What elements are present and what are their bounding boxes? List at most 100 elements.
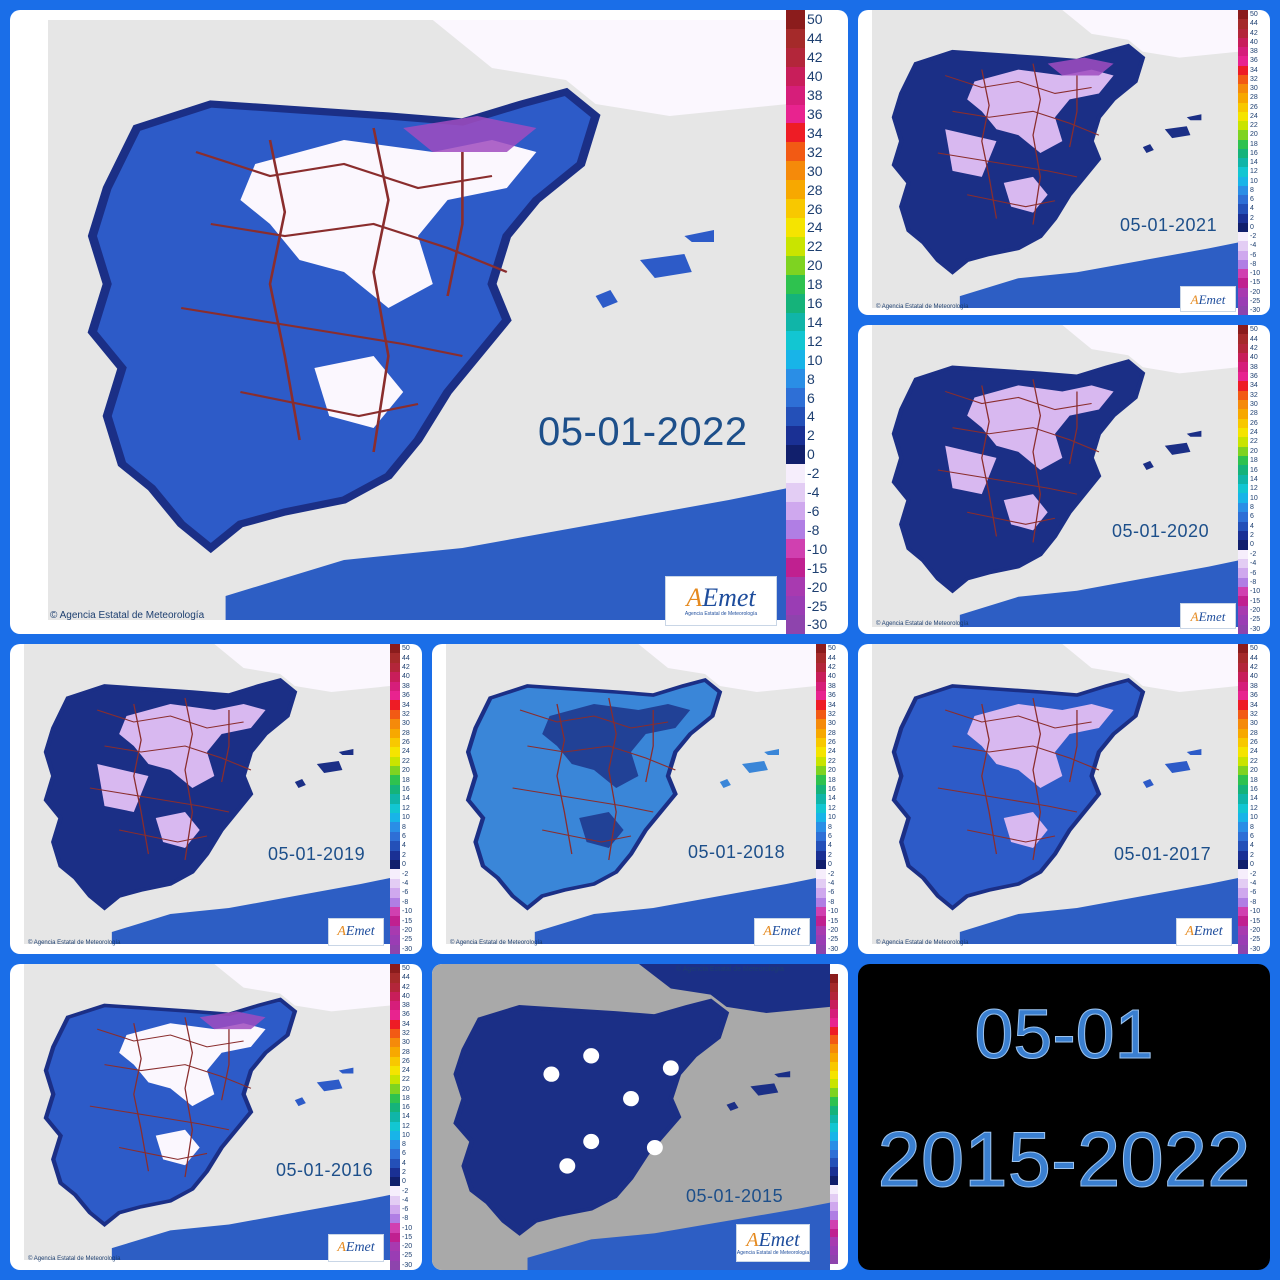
legend-label: 2 — [1250, 532, 1254, 540]
legend-label: 42 — [1250, 344, 1258, 352]
legend-row: 42 — [1238, 662, 1268, 673]
legend-row: -15 — [786, 558, 846, 578]
legend-label: 26 — [807, 200, 823, 217]
temperature-map — [48, 20, 788, 620]
legend-label: -30 — [828, 945, 839, 953]
legend-swatch — [786, 425, 805, 445]
legend-label: -20 — [402, 926, 413, 934]
legend-swatch — [1238, 775, 1248, 785]
legend-swatch — [1238, 935, 1248, 945]
legend-swatch — [830, 1079, 838, 1089]
legend-label: 4 — [402, 842, 406, 850]
legend-label: 28 — [828, 729, 836, 737]
legend-row: 20 — [816, 766, 846, 776]
legend-row: -4 — [1238, 878, 1268, 889]
legend-row: 8 — [786, 369, 846, 389]
legend-row: 38 — [1238, 47, 1268, 57]
baleares-island — [316, 1079, 343, 1092]
baleares-island — [684, 230, 714, 242]
legend-label: -10 — [1250, 588, 1261, 596]
legend-swatch — [816, 813, 826, 823]
legend-label: 38 — [807, 87, 823, 104]
legend-row: 44 — [1238, 19, 1268, 29]
legend-swatch — [1238, 906, 1248, 917]
legend-label: -8 — [807, 521, 820, 538]
legend-label: 8 — [828, 823, 832, 831]
legend-swatch — [390, 925, 400, 936]
legend-swatch — [390, 1158, 400, 1168]
legend-swatch — [786, 558, 805, 578]
province-border — [967, 194, 1056, 208]
legend-label: 4 — [807, 408, 815, 425]
legend-row: 26 — [390, 1056, 420, 1066]
legend-row: 28 — [816, 728, 846, 738]
legend-swatch — [390, 775, 400, 785]
legend-row: 26 — [390, 737, 420, 748]
baleares-island — [338, 749, 354, 755]
province-border — [556, 703, 573, 855]
france-area — [214, 964, 390, 1012]
legend-label: 38 — [1250, 682, 1258, 690]
legend-swatch — [1238, 878, 1248, 889]
legend-row: 38 — [390, 1001, 420, 1011]
legend-row: 6 — [816, 831, 846, 842]
legend-swatch — [1238, 521, 1248, 531]
legend-label: 4 — [1250, 842, 1254, 850]
legend-row — [830, 1149, 848, 1159]
province-border — [1032, 697, 1042, 861]
baleares-island — [294, 779, 306, 788]
legend-row: -20 — [1238, 605, 1268, 616]
france-area — [214, 644, 390, 692]
legend-row: -25 — [390, 935, 420, 945]
legend-row: -10 — [390, 906, 420, 917]
legend-row: 2 — [1238, 530, 1268, 541]
legend-swatch — [1238, 47, 1248, 57]
legend-row: 36 — [1238, 371, 1268, 382]
legend-swatch — [816, 888, 826, 898]
frost-spot — [623, 1090, 639, 1107]
legend-label: 12 — [828, 804, 836, 812]
legend-swatch — [830, 1202, 838, 1212]
legend-label: 44 — [1250, 335, 1258, 343]
province-border — [89, 787, 230, 813]
legend-swatch — [786, 520, 805, 540]
legend-swatch — [830, 1219, 838, 1229]
legend-row: 34 — [816, 700, 846, 710]
legend-label: 32 — [402, 710, 410, 718]
legend-row — [830, 1237, 848, 1247]
legend-label: -25 — [1250, 936, 1261, 944]
legend-row: 22 — [786, 236, 846, 256]
legend-row: 34 — [1238, 381, 1268, 391]
legend-row — [830, 1202, 848, 1212]
legend-row: -4 — [390, 878, 420, 889]
baleares-island — [750, 1083, 779, 1096]
legend-swatch — [1238, 343, 1248, 354]
legend-swatch — [1238, 568, 1248, 578]
legend-label: 34 — [807, 124, 823, 141]
legend-row: 18 — [786, 274, 846, 294]
legend-row: 20 — [1238, 130, 1268, 140]
legend-label: -4 — [402, 1196, 409, 1204]
legend-swatch — [786, 274, 805, 294]
legend-label: -2 — [828, 870, 835, 878]
legend-row: 24 — [1238, 427, 1268, 438]
legend-label: 38 — [402, 682, 410, 690]
legend-row: 24 — [816, 747, 846, 757]
legend-row: 38 — [390, 681, 420, 691]
legend-label: -20 — [1250, 926, 1261, 934]
legend-label: -25 — [1250, 297, 1261, 305]
legend-label: 34 — [1250, 382, 1258, 390]
map-panel-2020: 50 44 42 40 38 36 34 32 30 28 26 24 22 20 18 16 14 12 10 8 6… — [858, 325, 1270, 634]
legend-row — [830, 1211, 848, 1220]
legend-swatch — [390, 1065, 400, 1076]
legend-row — [830, 1088, 848, 1097]
legend-row — [830, 1026, 848, 1036]
legend-label: 26 — [402, 739, 410, 747]
temperature-map — [24, 964, 390, 1260]
legend-row: 2 — [1238, 213, 1268, 223]
legend-row: 32 — [1238, 709, 1268, 720]
legend-swatch — [816, 831, 826, 842]
legend-row: 40 — [390, 991, 420, 1002]
aemet-logo: AEmet Agencia Estatal de Meteorología — [665, 576, 777, 626]
province-border — [372, 127, 390, 453]
